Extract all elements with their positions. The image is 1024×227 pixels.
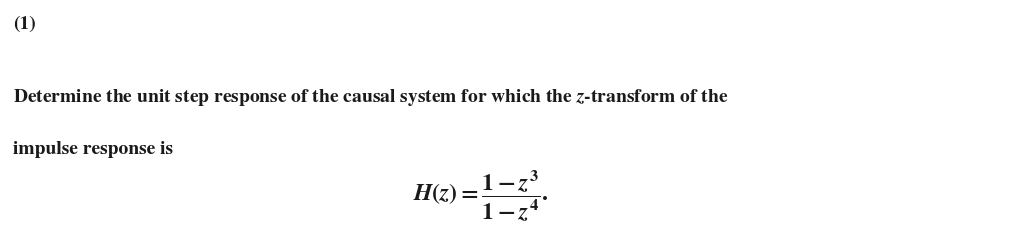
Text: impulse response is: impulse response is — [13, 141, 173, 158]
Text: Determine the unit step response of the causal system for which the $z$-transfor: Determine the unit step response of the … — [13, 86, 729, 107]
Text: $H(z) = \dfrac{1 - z^{3}}{1 - z^{4}}.$: $H(z) = \dfrac{1 - z^{3}}{1 - z^{4}}.$ — [414, 168, 549, 223]
Text: (1): (1) — [13, 16, 36, 33]
